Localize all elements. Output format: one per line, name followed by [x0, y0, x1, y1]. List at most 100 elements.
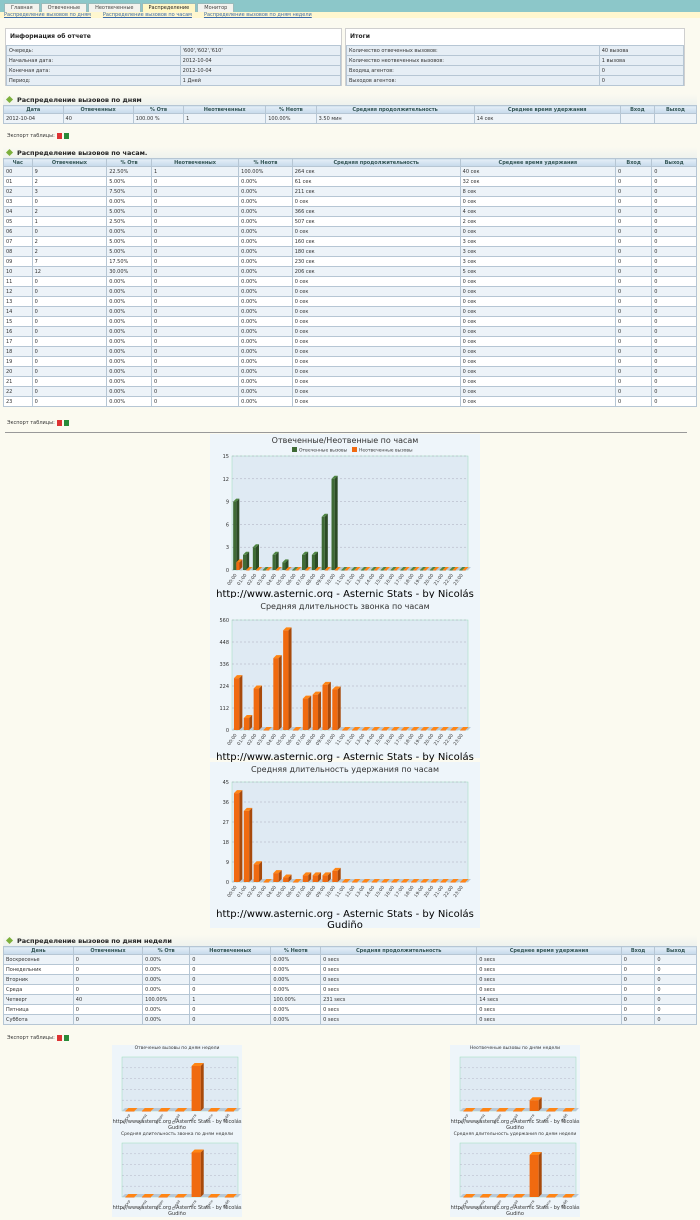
- table-row: Суббота 0 0.00% 0 0.00% 0 secs 0 secs 0 0: [3, 1014, 697, 1025]
- table-cell: 100.00 %: [132, 113, 185, 124]
- y-tick-label: 15: [223, 454, 229, 460]
- table-cell: 0.00%: [106, 306, 152, 317]
- chart-svg: Воскр Понед Вторн Среда Четв Пятн Субб: [122, 1142, 241, 1211]
- table-cell: 0 сек: [291, 326, 461, 337]
- excel-export-icon[interactable]: [63, 420, 69, 426]
- bar: [125, 1194, 138, 1198]
- pdf-export-icon[interactable]: [56, 133, 62, 139]
- bar: [432, 567, 440, 571]
- table-cell: 0 сек: [459, 316, 617, 327]
- table-cell: 0: [31, 396, 108, 407]
- sub-navigation: Распределение вызовов по дням Распределе…: [0, 12, 700, 18]
- tab-monitor[interactable]: Монитор: [197, 3, 235, 12]
- table-cell: 0: [615, 306, 653, 317]
- table-cell: 0: [615, 396, 653, 407]
- table-cell: 0.00%: [142, 1014, 191, 1025]
- chart-title: Средняя длительность удержания по часам: [250, 765, 439, 774]
- table-cell: 61 сек: [291, 176, 461, 187]
- info-label: Начальная дата:: [6, 55, 181, 66]
- table-cell: 0.00%: [142, 954, 191, 965]
- y-tick-label: 112: [219, 706, 229, 712]
- tab-home[interactable]: Главная: [4, 3, 40, 12]
- table-cell: 15: [3, 316, 33, 327]
- table-cell: 0.00%: [270, 954, 322, 965]
- table-row: 11 0 0.00% 0 0.00% 0 сек 0 сек 0 0: [3, 276, 697, 287]
- bar: [529, 1097, 542, 1111]
- tab-distribution[interactable]: Распределение: [141, 3, 197, 12]
- pdf-export-icon[interactable]: [56, 420, 62, 426]
- chart-answered-by-weekday: Отвеченые вызовы по дням недели Воскр Пон…: [112, 1045, 242, 1131]
- pdf-export-icon[interactable]: [56, 1035, 62, 1041]
- table-cell: 0: [31, 226, 108, 237]
- bar: [233, 498, 240, 570]
- table-cell: 0 сек: [291, 196, 461, 207]
- table-cell: 0: [31, 376, 108, 387]
- table-cell: 0 сек: [459, 296, 617, 307]
- bar: [351, 879, 361, 883]
- y-tick-label: 0: [226, 728, 229, 734]
- table-cell: 0 сек: [291, 296, 461, 307]
- table-cell: 03: [3, 196, 33, 207]
- bar: [463, 1194, 476, 1198]
- legend-label: Отвеченные вызовы: [299, 448, 348, 454]
- column-header: Неотвеченных: [189, 946, 272, 955]
- table-row: 18 0 0.00% 0 0.00% 0 сек 0 сек 0 0: [3, 346, 697, 357]
- table-row: 2012-10-04 40 100.00 % 1 100.00% 3.50 мин 14 с…: [3, 113, 698, 124]
- bar: [243, 807, 253, 882]
- bar: [292, 879, 302, 883]
- table-cell: 14 secs: [476, 994, 622, 1005]
- by-weekday-title: Распределение вызовов по дням недели: [17, 936, 172, 945]
- x-tick-label: Среда: [509, 1113, 519, 1125]
- table-cell: 0: [615, 326, 653, 337]
- export-label: Экспорт таблицы:: [7, 133, 55, 139]
- table-cell: 0: [189, 964, 272, 975]
- link-by-hour[interactable]: Распределение вызовов по часам: [102, 12, 192, 18]
- bar: [344, 567, 351, 571]
- chart-avg-hold-duration: Средняя длительность удержания по часам …: [210, 762, 480, 931]
- bar: [175, 1108, 188, 1112]
- table-cell: 0: [620, 1004, 656, 1015]
- tab-answered[interactable]: Отвеченные: [40, 3, 88, 12]
- x-tick-label: 23:00: [452, 885, 464, 899]
- bar: [513, 1194, 526, 1198]
- table-cell: 0 сек: [459, 336, 617, 347]
- chart-svg: 011222433644856000:0001:0002:0003:0004:0…: [219, 618, 471, 747]
- table-cell: 40 сек: [459, 166, 617, 177]
- table-cell: 04: [3, 206, 33, 217]
- table-cell: 0: [654, 974, 697, 985]
- bar: [272, 551, 279, 570]
- totals-value: 0: [598, 75, 685, 86]
- y-tick-label: 224: [219, 684, 229, 690]
- table-cell: 0.00%: [238, 246, 293, 257]
- x-tick-label: Понед: [476, 1113, 486, 1125]
- info-row: Начальная дата: 2012-10-04: [6, 55, 342, 66]
- table-cell: 12: [31, 266, 108, 277]
- table-cell: 0: [150, 176, 240, 187]
- chart-title: Средняя длительность удержания по дням н…: [453, 1132, 577, 1137]
- table-cell: 0 secs: [476, 984, 622, 995]
- excel-export-icon[interactable]: [63, 133, 69, 139]
- bar: [322, 872, 331, 882]
- table-cell: 0: [31, 336, 108, 347]
- table-cell: 0 secs: [476, 954, 622, 965]
- bar: [410, 567, 417, 571]
- table-cell: 0: [31, 346, 108, 357]
- x-tick-label: Четв: [527, 1199, 535, 1208]
- bar: [324, 567, 331, 571]
- table-cell: 0 сек: [459, 356, 617, 367]
- tab-unanswered[interactable]: Неотвеченные: [88, 3, 141, 12]
- bar: [391, 879, 400, 883]
- table-cell: 0: [615, 296, 653, 307]
- bar: [158, 1108, 171, 1112]
- table-cell: 3 сек: [459, 246, 617, 257]
- table-cell: 0 сек: [459, 366, 617, 377]
- chart-avg-call-duration: Средняя длительность звонка по часам 0 11…: [210, 598, 480, 774]
- table-cell: 13: [3, 296, 33, 307]
- table-cell: 0: [654, 964, 697, 975]
- table-cell: 2012-10-04: [3, 113, 64, 124]
- x-tick-label: Воскр: [460, 1113, 470, 1125]
- link-by-weekday[interactable]: Распределение вызовов по дням недели: [203, 12, 312, 18]
- table-cell: 0.00%: [142, 1004, 191, 1015]
- link-by-day[interactable]: Распределение вызовов по дням: [4, 12, 91, 18]
- excel-export-icon[interactable]: [63, 1035, 69, 1041]
